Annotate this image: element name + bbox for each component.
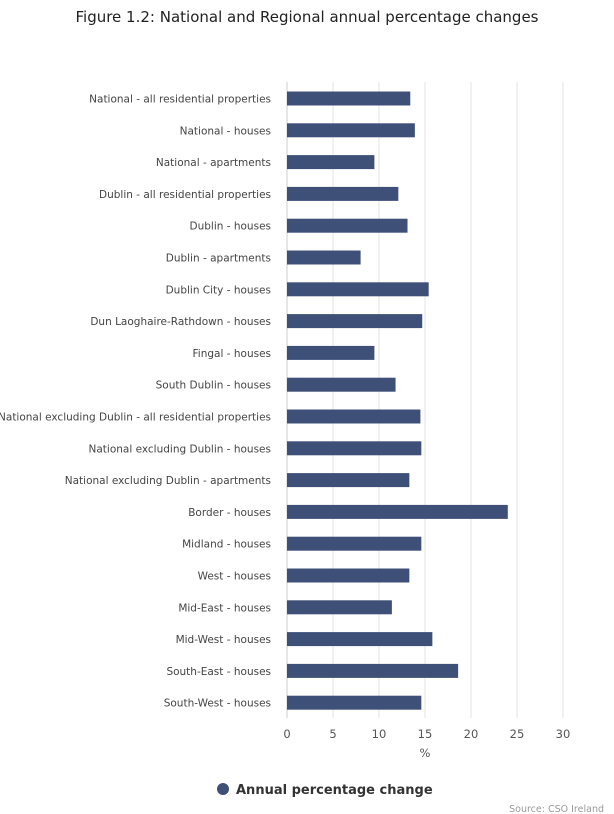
bar[interactable] bbox=[287, 186, 399, 201]
bar[interactable] bbox=[287, 441, 422, 456]
bar[interactable] bbox=[287, 91, 411, 106]
grid-lines bbox=[286, 82, 564, 718]
x-tick-label: 5 bbox=[329, 727, 336, 741]
x-axis-ticks: 0 5 10 15 20 25 30 bbox=[283, 727, 570, 741]
category-label: National - all residential properties bbox=[89, 94, 271, 106]
bar[interactable] bbox=[287, 695, 422, 710]
legend-marker bbox=[217, 783, 229, 795]
category-label: Fingal - houses bbox=[193, 348, 271, 360]
category-label: National - houses bbox=[180, 125, 271, 137]
bars bbox=[287, 91, 508, 710]
x-tick-label: 0 bbox=[283, 727, 290, 741]
x-tick-label: 20 bbox=[464, 727, 479, 741]
category-label: National - apartments bbox=[156, 157, 271, 169]
category-label: South-East - houses bbox=[166, 666, 271, 678]
bar[interactable] bbox=[287, 473, 410, 488]
category-label: Dublin City - houses bbox=[166, 284, 271, 296]
x-tick-label: 15 bbox=[418, 727, 433, 741]
category-label: West - houses bbox=[198, 571, 271, 583]
bar[interactable] bbox=[287, 345, 375, 360]
bar[interactable] bbox=[287, 409, 421, 424]
bar[interactable] bbox=[287, 250, 361, 265]
category-label: National excluding Dublin - houses bbox=[89, 443, 271, 455]
category-label: Dublin - houses bbox=[190, 221, 272, 233]
bar[interactable] bbox=[287, 314, 423, 329]
category-label: National excluding Dublin - apartments bbox=[65, 475, 271, 487]
bar[interactable] bbox=[287, 155, 375, 170]
bar[interactable] bbox=[287, 536, 422, 551]
category-label: Dublin - all residential properties bbox=[99, 189, 271, 201]
x-axis-title: % bbox=[420, 746, 431, 760]
bar[interactable] bbox=[287, 218, 408, 233]
category-label: Border - houses bbox=[188, 507, 271, 519]
x-tick-label: 10 bbox=[372, 727, 387, 741]
chart-title: Figure 1.2: National and Regional annual… bbox=[75, 8, 538, 26]
bar[interactable] bbox=[287, 377, 396, 392]
legend[interactable]: Annual percentage change bbox=[217, 783, 433, 798]
category-label: South-West - houses bbox=[164, 698, 271, 710]
x-tick-label: 25 bbox=[510, 727, 525, 741]
category-label: National excluding Dublin - all resident… bbox=[0, 412, 271, 424]
category-label: Dun Laoghaire-Rathdown - houses bbox=[90, 316, 271, 328]
category-label: South Dublin - houses bbox=[156, 380, 271, 392]
bar[interactable] bbox=[287, 600, 392, 615]
x-tick-label: 30 bbox=[556, 727, 571, 741]
legend-label: Annual percentage change bbox=[236, 783, 433, 798]
bar[interactable] bbox=[287, 663, 459, 678]
bar[interactable] bbox=[287, 123, 415, 138]
bar[interactable] bbox=[287, 632, 433, 647]
bar[interactable] bbox=[287, 568, 410, 583]
source-label: Source: CSO Ireland bbox=[509, 804, 604, 814]
category-label: Midland - houses bbox=[182, 539, 271, 551]
category-label: Mid-West - houses bbox=[176, 634, 271, 646]
category-label: Mid-East - houses bbox=[178, 602, 271, 614]
category-labels: National - all residential properties Nat… bbox=[0, 94, 271, 710]
bar[interactable] bbox=[287, 282, 429, 297]
category-label: Dublin - apartments bbox=[166, 253, 271, 265]
bar[interactable] bbox=[287, 504, 508, 519]
